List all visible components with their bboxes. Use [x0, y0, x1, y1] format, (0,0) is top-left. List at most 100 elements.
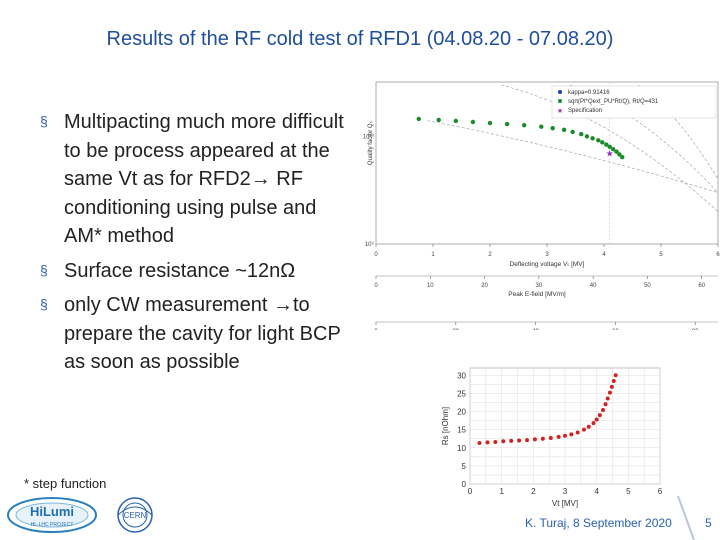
secondary-tick-label: 20 — [481, 283, 488, 289]
rs-data-point — [563, 433, 567, 438]
q-data-point — [561, 127, 567, 133]
secondary-tick-label: 10 — [427, 283, 434, 289]
secondary-axis-label: Peak E-field [MV/m] — [508, 291, 566, 298]
rs-data-point — [609, 384, 614, 389]
x-tick-label: 6 — [658, 487, 663, 496]
footer-author-date: K. Turaj, 8 September 2020 — [525, 516, 672, 530]
secondary-tick-label: 0 — [374, 329, 378, 330]
rs-data-point — [605, 396, 610, 401]
slide-title: Results of the RF cold test of RFD1 (04.… — [106, 28, 614, 50]
secondary-tick-label: 40 — [532, 329, 539, 330]
x-tick-label: 4 — [602, 252, 606, 258]
secondary-tick-label: 40 — [590, 283, 597, 289]
page-number: 5 — [705, 516, 712, 530]
rs-data-point — [569, 432, 574, 437]
rs-data-point — [493, 439, 498, 444]
rs-data-point — [613, 373, 618, 378]
legend-marker — [558, 99, 562, 103]
q-data-point — [600, 140, 605, 145]
rs-data-point — [597, 413, 602, 418]
footer-divider — [677, 496, 695, 540]
bullet-marker-icon: § — [40, 113, 48, 129]
bullet-item: § Multipacting much more difficult to be… — [40, 108, 350, 251]
legend-label: Specification — [568, 108, 602, 114]
q-data-point — [470, 119, 476, 125]
x-tick-label: 5 — [659, 252, 663, 258]
spec-star-icon: ★ — [606, 149, 614, 159]
rs-data-point — [540, 436, 545, 441]
x-tick-label: 1 — [499, 487, 504, 496]
x-tick-label: 0 — [374, 252, 378, 258]
q-data-point — [453, 118, 458, 124]
hilumi-logo-subtext: HL-LHC PROJECT — [31, 522, 74, 528]
x-tick-label: 1 — [431, 252, 435, 258]
rs-data-point — [586, 424, 591, 429]
legend-label: sqrt(Pt*Qext_PU*Rt/Q), Rt/Q=431 — [568, 99, 659, 105]
secondary-tick-label: 60 — [698, 283, 705, 289]
x-tick-label: 3 — [563, 487, 568, 496]
bullet-marker-icon: § — [40, 296, 48, 312]
rs-data-point — [517, 438, 522, 443]
q-data-point — [504, 121, 510, 127]
legend-star-icon: ★ — [557, 107, 563, 115]
y-tick-label: 10⁹ — [365, 241, 375, 248]
rs-data-point — [501, 439, 506, 444]
q-factor-chart: 0 1 2 3 4 5 6 Deflecting voltage Vₜ [MV] Quality… — [363, 81, 720, 330]
q-data-point — [584, 134, 590, 139]
cern-logo: CERN — [117, 497, 153, 533]
q-data-point — [579, 131, 584, 137]
q-data-point — [590, 136, 595, 141]
q-data-point — [607, 144, 612, 149]
rs-data-point — [525, 438, 529, 443]
x-tick-label: 5 — [626, 487, 631, 496]
y-axis-label: Rs [nOhm] — [441, 407, 450, 445]
rs-data-point — [556, 434, 561, 439]
y-tick-label: 0 — [462, 480, 467, 489]
q-data-point — [620, 155, 625, 160]
hilumi-logo: HiLumi HL-LHC PROJECT — [7, 497, 97, 533]
rs-data-point — [575, 430, 580, 435]
bullet-text: Surface resistance ~12nΩ — [64, 259, 296, 282]
rs-chart: 0 1 2 3 4 5 6 0 5 10 15 20 25 30 Vt [MV] Rs [nOhm] — [441, 367, 663, 508]
y-tick-label: 10¹⁰ — [363, 133, 375, 140]
rs-data-point — [594, 417, 599, 422]
x-tick-label: 0 — [468, 487, 473, 496]
secondary-tick-label: 80 — [692, 329, 699, 330]
secondary-tick-label: 20 — [452, 329, 459, 330]
y-tick-label: 10 — [457, 444, 466, 453]
y-tick-label: 25 — [457, 389, 466, 398]
rs-data-point — [603, 402, 608, 407]
q-data-point — [487, 120, 493, 126]
secondary-tick-label: 60 — [612, 329, 619, 330]
q-data-point — [614, 149, 619, 154]
q-data-point — [617, 152, 622, 157]
q-data-point — [604, 142, 609, 147]
bullet-list: § Multipacting much more difficult to be… — [40, 108, 350, 383]
rs-data-point — [485, 440, 490, 445]
y-tick-label: 15 — [457, 426, 466, 435]
rs-data-point — [509, 438, 514, 443]
q-data-point — [550, 126, 555, 131]
secondary-tick-label: 50 — [644, 283, 651, 289]
footnote: * step function — [24, 476, 107, 491]
x-tick-label: 4 — [594, 487, 599, 496]
rs-data-point — [611, 379, 616, 384]
rs-data-point — [591, 421, 596, 426]
q-data-point — [570, 129, 575, 135]
x-axis-label: Deflecting voltage Vₜ [MV] — [510, 261, 585, 268]
x-tick-label: 6 — [716, 252, 720, 258]
q-data-point — [436, 117, 441, 123]
x-tick-label: 2 — [531, 487, 536, 496]
y-axis-label: Quality factor Q₀ — [368, 120, 374, 165]
cern-logo-text: CERN — [124, 511, 147, 520]
rs-data-point — [607, 390, 612, 395]
legend-label: kappa=0.91416 — [568, 90, 610, 96]
q-data-point — [539, 124, 544, 129]
secondary-tick-label: 30 — [536, 283, 543, 289]
x-tick-label: 2 — [488, 252, 492, 258]
x-axis-label: Vt [MV] — [552, 499, 578, 508]
rs-data-point — [582, 427, 586, 432]
q-data-point — [522, 122, 527, 128]
rs-data-point — [532, 437, 537, 442]
y-tick-label: 20 — [457, 408, 466, 417]
